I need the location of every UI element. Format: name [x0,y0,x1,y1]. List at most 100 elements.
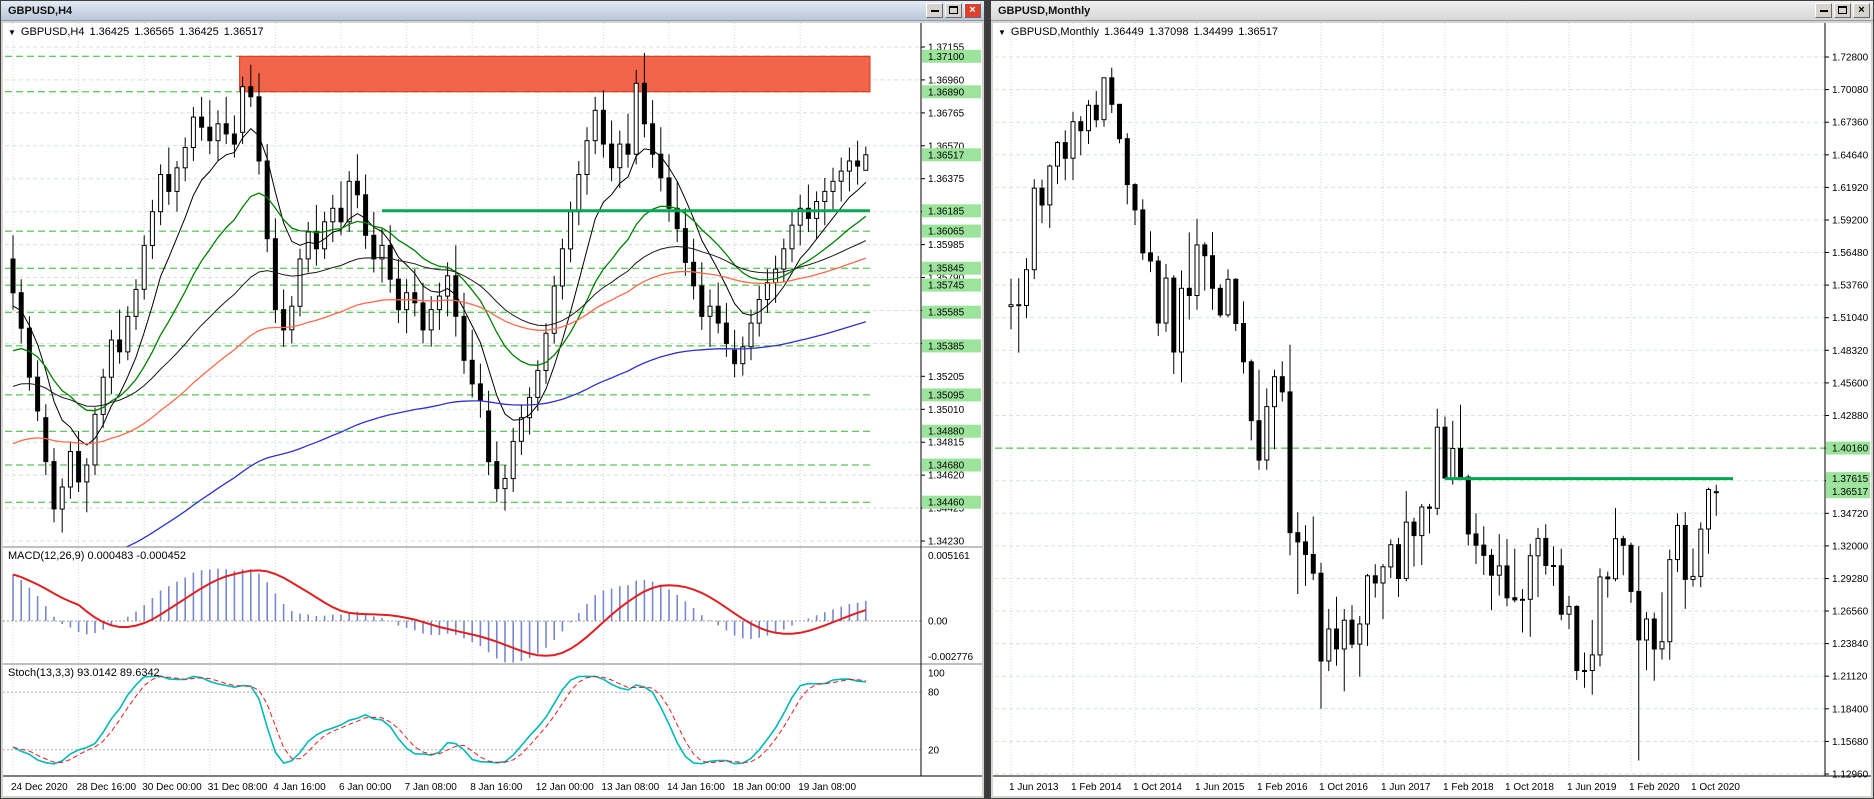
svg-text:1 Feb 2014: 1 Feb 2014 [1071,782,1122,793]
svg-text:1.35205: 1.35205 [928,372,965,383]
svg-text:8 Jan 16:00: 8 Jan 16:00 [470,782,523,793]
svg-text:24 Dec 2020: 24 Dec 2020 [11,782,68,793]
svg-text:1.35385: 1.35385 [928,341,965,352]
svg-text:28 Dec 16:00: 28 Dec 16:00 [77,782,137,793]
svg-text:1.70080: 1.70080 [1832,85,1869,96]
svg-text:1.67360: 1.67360 [1832,118,1869,129]
ohlc-open: 1.36449 [1103,26,1144,38]
svg-text:12 Jan 00:00: 12 Jan 00:00 [536,782,594,793]
stoch-signal-line [12,675,866,764]
svg-text:1.26560: 1.26560 [1832,607,1869,618]
svg-text:1.35845: 1.35845 [928,264,965,275]
svg-text:1 Jun 2015: 1 Jun 2015 [1195,782,1245,793]
chart-area-h4[interactable]: 24 Dec 2020 28 Dec 16:00 30 Dec 00:00 31 De… [3,23,982,796]
restore-icon [949,6,958,14]
svg-text:1.35010: 1.35010 [928,405,965,416]
svg-text:1 Feb 2016: 1 Feb 2016 [1257,782,1308,793]
price-tag [922,305,981,319]
stoch-indicator-label: Stoch(13,3,3) 93.0142 89.6342 [8,667,160,679]
candles-layer [1008,67,1719,761]
ohlc-symbol: GBPUSD,H4 [20,26,85,38]
svg-text:1.36517: 1.36517 [928,150,965,161]
h4-window-titlebar[interactable]: GBPUSD,H4 × [1,1,984,21]
svg-text:1.12960: 1.12960 [1832,770,1869,781]
svg-text:1 Oct 2018: 1 Oct 2018 [1505,782,1554,793]
svg-text:1.53760: 1.53760 [1832,281,1869,292]
ma-line [12,192,867,412]
symbol-dropdown-icon[interactable]: ▼ [998,28,1006,37]
candles-layer [10,52,869,547]
close-button[interactable]: × [1853,3,1870,18]
svg-text:7 Jan 08:00: 7 Jan 08:00 [405,782,458,793]
svg-text:0.00: 0.00 [928,617,948,628]
ohlc-high: 1.37098 [1148,26,1189,38]
svg-text:1.34230: 1.34230 [928,537,965,548]
svg-text:1.29280: 1.29280 [1832,574,1869,585]
svg-text:1.51040: 1.51040 [1832,313,1869,324]
svg-text:4 Jan 16:00: 4 Jan 16:00 [273,782,326,793]
svg-text:1 Jun 2019: 1 Jun 2019 [1567,782,1617,793]
price-tag [922,148,981,162]
svg-text:13 Jan 08:00: 13 Jan 08:00 [601,782,659,793]
ohlc-readout-h4: ▼ GBPUSD,H4 1.36425 1.36565 1.36425 1.36517 [8,26,269,38]
svg-text:14 Jan 16:00: 14 Jan 16:00 [667,782,725,793]
restore-icon [1838,6,1847,14]
minimize-icon [930,10,939,12]
resistance-zone [239,55,871,93]
svg-text:1.36765: 1.36765 [928,108,965,119]
restore-button[interactable] [1834,3,1851,18]
svg-text:1.36375: 1.36375 [928,174,965,185]
svg-text:19 Jan 08:00: 19 Jan 08:00 [798,782,856,793]
chart-window-h4: GBPUSD,H4 × 24 Dec 2020 28 Dec 16:00 30 De… [0,0,985,799]
svg-text:1.34620: 1.34620 [928,471,965,482]
chart-window-monthly: GBPUSD,Monthly × 1 Jun 2013 1 Feb 2014 1 O… [990,0,1874,799]
svg-text:1.37615: 1.37615 [1832,474,1869,485]
svg-text:1.37100: 1.37100 [928,52,965,63]
svg-text:1.56480: 1.56480 [1832,248,1869,259]
svg-text:1.61920: 1.61920 [1832,183,1869,194]
macd-layer [3,568,921,663]
svg-text:1.48320: 1.48320 [1832,346,1869,357]
svg-text:1.36517: 1.36517 [1832,487,1869,498]
price-tag [1826,485,1870,499]
svg-text:1.35745: 1.35745 [928,281,965,292]
svg-text:1.42880: 1.42880 [1832,411,1869,422]
svg-text:1.15680: 1.15680 [1832,737,1869,748]
svg-text:1.72800: 1.72800 [1832,53,1869,64]
svg-text:1.35985: 1.35985 [928,240,965,251]
svg-text:1.35585: 1.35585 [928,308,965,319]
price-tag [922,495,981,509]
price-tag [922,388,981,402]
ma-line [124,321,866,547]
svg-text:18 Jan 00:00: 18 Jan 00:00 [733,782,791,793]
close-button[interactable]: × [964,3,981,18]
h4-chart-canvas[interactable]: 24 Dec 2020 28 Dec 16:00 30 Dec 00:00 31 De… [3,23,982,796]
minimize-button[interactable] [1815,3,1832,18]
monthly-window-titlebar[interactable]: GBPUSD,Monthly × [991,1,1873,21]
svg-text:1 Jun 2017: 1 Jun 2017 [1381,782,1431,793]
svg-text:1.34720: 1.34720 [1832,509,1869,520]
svg-text:31 Dec 08:00: 31 Dec 08:00 [208,782,268,793]
chart-area-monthly[interactable]: 1 Jun 2013 1 Feb 2014 1 Oct 2014 1 Jun 2015… [993,23,1871,796]
svg-text:1.36890: 1.36890 [928,87,965,98]
svg-text:1.59200: 1.59200 [1832,215,1869,226]
svg-text:20: 20 [928,745,940,756]
monthly-chart-canvas[interactable]: 1 Jun 2013 1 Feb 2014 1 Oct 2014 1 Jun 2015… [993,23,1871,796]
ohlc-close: 1.36517 [223,26,264,38]
svg-text:1.34880: 1.34880 [928,427,965,438]
minimize-button[interactable] [926,3,943,18]
h4-window-title: GBPUSD,H4 [8,4,73,17]
svg-text:1 Oct 2020: 1 Oct 2020 [1691,782,1740,793]
ohlc-symbol: GBPUSD,Monthly [1010,26,1099,38]
svg-text:0.005161: 0.005161 [928,551,970,562]
restore-button[interactable] [945,3,962,18]
ohlc-high: 1.36565 [134,26,175,38]
symbol-dropdown-icon[interactable]: ▼ [8,28,16,37]
ma-line [12,257,867,445]
svg-text:1.45600: 1.45600 [1832,378,1869,389]
svg-text:1 Feb 2018: 1 Feb 2018 [1443,782,1494,793]
svg-text:1.23840: 1.23840 [1832,639,1869,650]
svg-text:1 Oct 2016: 1 Oct 2016 [1319,782,1368,793]
svg-text:1.34460: 1.34460 [928,498,965,509]
price-tag [922,85,981,99]
